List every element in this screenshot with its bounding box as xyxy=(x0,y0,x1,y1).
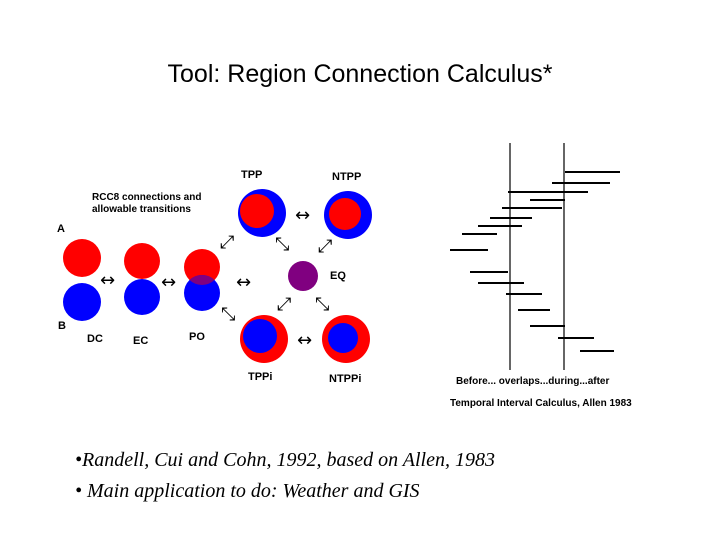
bullet-item-2: • Main application to do: Weather and GI… xyxy=(75,480,420,502)
label-dc: DC xyxy=(87,333,103,345)
rcc-caption-line2: allowable transitions xyxy=(92,204,191,215)
eq-circle xyxy=(288,261,318,291)
label-region-b: B xyxy=(58,320,66,332)
interval-caption-source: Temporal Interval Calculus, Allen 1983 xyxy=(450,398,632,409)
label-ec: EC xyxy=(133,335,148,347)
arrow-po-tppi: ⤡ xyxy=(221,304,235,325)
interval-caption-relations: Before... overlaps...during...after xyxy=(456,376,609,387)
bullet-item-1: •Randell, Cui and Cohn, 1992, based on A… xyxy=(75,449,495,471)
ec-relation xyxy=(124,243,160,315)
ec-circle-a xyxy=(124,243,160,279)
ntppi-circle-b xyxy=(328,323,358,353)
tppi-relation xyxy=(240,315,288,363)
label-tppi: TPPi xyxy=(248,371,272,383)
tpp-circle-a xyxy=(240,194,274,228)
arrow-eq-ntpp: ⤢ xyxy=(318,236,333,257)
arrow-tpp-eq: ⤡ xyxy=(275,234,289,255)
label-tpp: TPP xyxy=(241,169,262,181)
ntppi-relation xyxy=(322,315,370,363)
arrow-tppi-ntppi: ↔ xyxy=(297,330,312,351)
bullet-list: •Randell, Cui and Cohn, 1992, based on A… xyxy=(75,445,495,507)
ec-circle-b xyxy=(124,279,160,315)
dc-circle-b xyxy=(63,283,101,321)
arrow-tpp-ntpp: ↔ xyxy=(295,205,310,226)
label-ntppi: NTPPi xyxy=(329,373,361,385)
arrow-ec-po: ↔ xyxy=(161,272,176,293)
tppi-circle-b xyxy=(243,319,277,353)
dc-relation xyxy=(63,239,101,321)
ntpp-circle-a xyxy=(329,198,361,230)
slide-title: Tool: Region Connection Calculus* xyxy=(167,60,553,88)
arrow-po-eq: ↔ xyxy=(236,272,251,293)
ntpp-relation xyxy=(324,191,372,239)
po-relation xyxy=(184,249,220,311)
arrow-tppi-eq: ⤢ xyxy=(277,294,292,315)
label-ntpp: NTPP xyxy=(332,171,361,183)
po-circle-b xyxy=(184,275,220,311)
po-circle-a xyxy=(184,249,220,285)
arrow-dc-ec: ↔ xyxy=(100,270,115,291)
label-region-a: A xyxy=(57,223,65,235)
dc-circle-a xyxy=(63,239,101,277)
arrow-po-tpp: ⤢ xyxy=(220,232,235,253)
label-po: PO xyxy=(189,331,205,343)
rcc-caption-line1: RCC8 connections and xyxy=(92,192,201,203)
arrow-eq-ntppi: ⤡ xyxy=(315,294,329,315)
interval-diagram xyxy=(450,143,620,370)
label-eq: EQ xyxy=(330,270,346,282)
tpp-relation xyxy=(238,189,286,237)
